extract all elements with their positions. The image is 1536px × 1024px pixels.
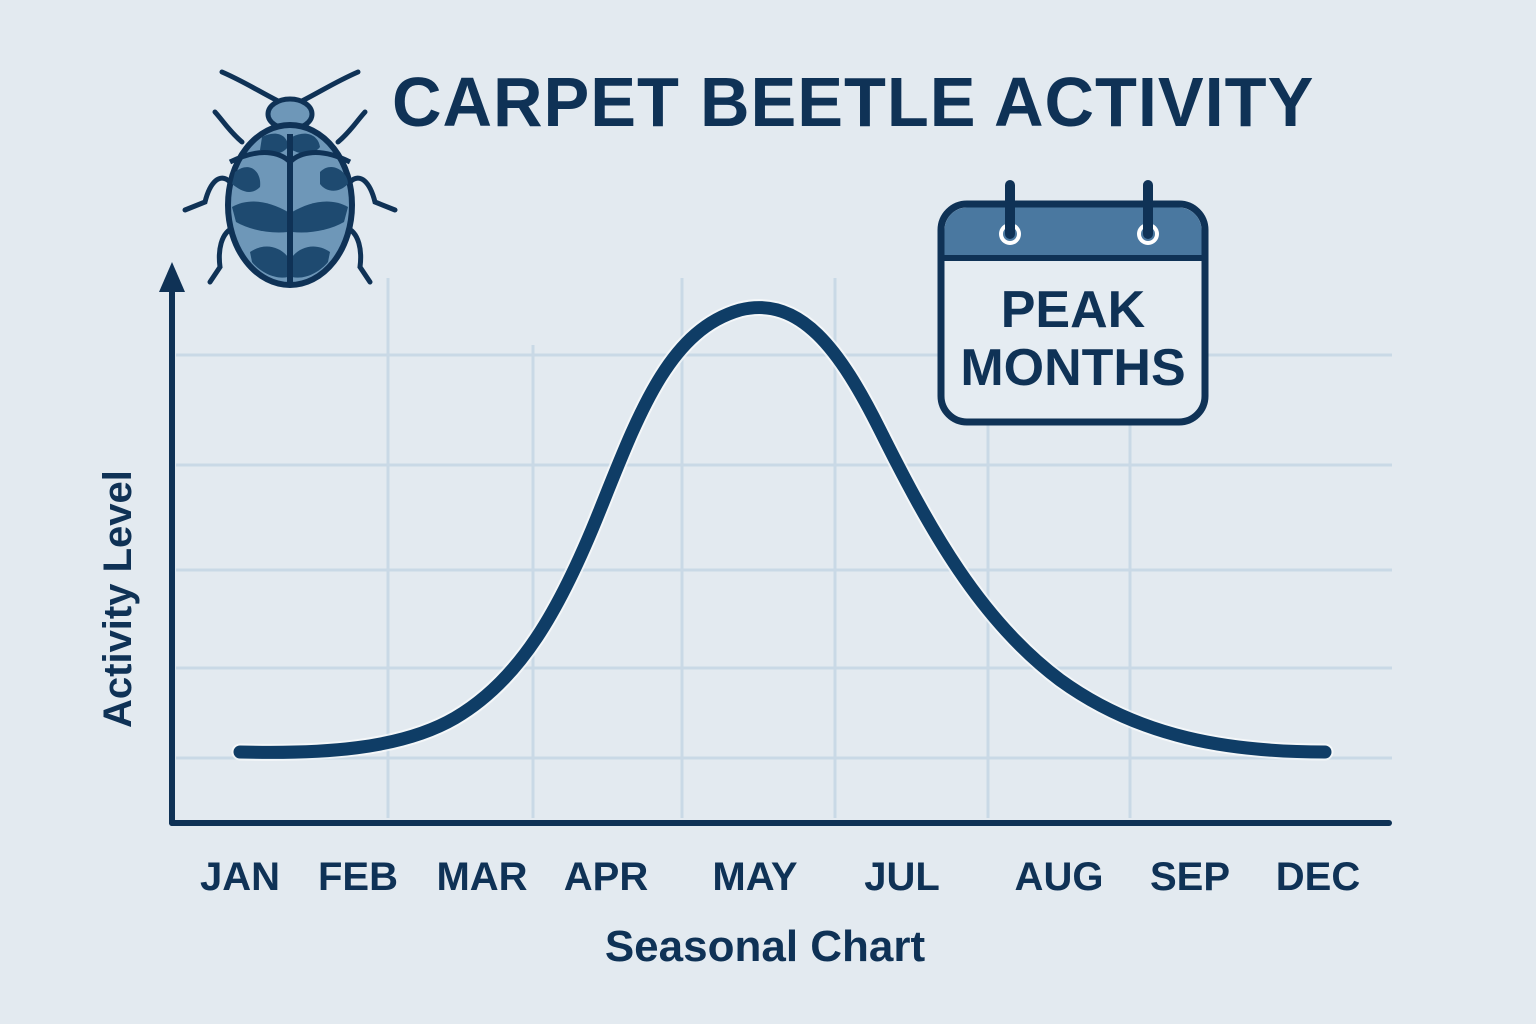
- grid-lines: [176, 278, 1392, 818]
- x-tick-label: APR: [563, 855, 649, 899]
- x-tick-label: MAR: [436, 855, 528, 899]
- callout-months-text: MONTHS: [960, 339, 1186, 397]
- x-tick-label: FEB: [318, 855, 398, 899]
- axes: [169, 287, 1392, 826]
- x-tick-label: SEP: [1149, 855, 1231, 899]
- x-axis-ticks: JAN FEB MAR APR MAY JUL AUG SEP DEC: [0, 855, 1536, 905]
- chart-title: CARPET BEETLE ACTIVITY: [392, 63, 1315, 141]
- calendar-icon: [937, 180, 1209, 426]
- y-axis-arrow-icon: [159, 262, 185, 292]
- y-axis-label: Activity Level: [96, 470, 140, 728]
- x-tick-label: MAY: [712, 855, 798, 899]
- x-tick-label: JAN: [199, 855, 281, 899]
- x-tick-label: JUL: [864, 855, 940, 899]
- x-tick-label: AUG: [1014, 855, 1104, 899]
- activity-curve-line: [233, 301, 1332, 759]
- callout-peak-text: PEAK: [1000, 281, 1146, 339]
- x-tick-label: DEC: [1275, 855, 1361, 899]
- carpet-beetle-icon: [182, 69, 398, 288]
- x-axis-label: Seasonal Chart: [604, 922, 926, 971]
